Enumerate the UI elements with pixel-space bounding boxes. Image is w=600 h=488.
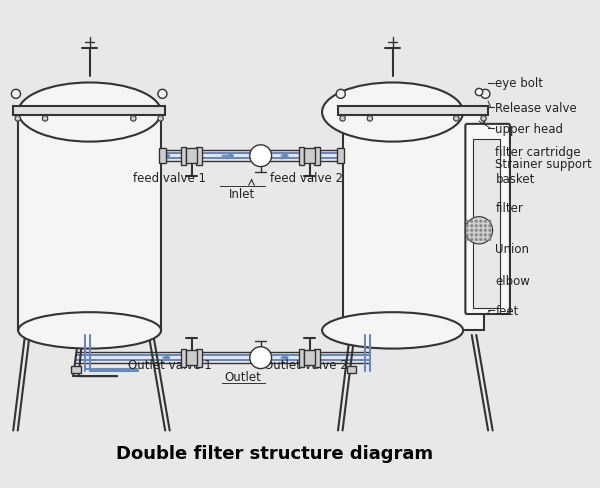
Circle shape — [470, 234, 473, 237]
Circle shape — [479, 239, 482, 241]
Text: Double filter structure diagram: Double filter structure diagram — [116, 444, 433, 462]
Circle shape — [15, 117, 20, 122]
Circle shape — [484, 225, 487, 228]
Circle shape — [479, 234, 482, 237]
Text: Outlet: Outlet — [224, 370, 261, 384]
Bar — [159, 149, 166, 163]
Circle shape — [367, 117, 373, 122]
Bar — [304, 351, 315, 365]
Bar — [314, 147, 320, 165]
Circle shape — [470, 221, 473, 223]
Circle shape — [11, 90, 20, 99]
Circle shape — [484, 221, 487, 223]
Bar — [304, 149, 315, 163]
Text: feed valve 2: feed valve 2 — [269, 172, 343, 185]
Circle shape — [488, 229, 491, 232]
Text: Release valve: Release valve — [496, 102, 577, 115]
Text: Outlet valve 1: Outlet valve 1 — [128, 359, 212, 371]
Circle shape — [158, 117, 163, 122]
Circle shape — [158, 90, 167, 99]
Ellipse shape — [322, 83, 463, 142]
Text: Union: Union — [496, 243, 529, 256]
Ellipse shape — [18, 83, 161, 142]
Circle shape — [475, 229, 478, 232]
Bar — [181, 147, 186, 165]
Bar — [314, 349, 320, 367]
Circle shape — [475, 234, 478, 237]
Text: filter cartridge: filter cartridge — [496, 145, 581, 158]
Text: filter: filter — [496, 202, 523, 215]
Bar — [181, 349, 186, 367]
Circle shape — [340, 117, 345, 122]
Circle shape — [475, 89, 482, 97]
Circle shape — [466, 239, 469, 241]
Circle shape — [43, 117, 48, 122]
Text: Strainer support
basket: Strainer support basket — [496, 158, 592, 186]
Circle shape — [466, 217, 493, 244]
Circle shape — [488, 239, 491, 241]
Bar — [473, 140, 500, 308]
Circle shape — [475, 239, 478, 241]
Circle shape — [488, 221, 491, 223]
Text: feed valve 1: feed valve 1 — [133, 172, 206, 185]
Circle shape — [466, 225, 469, 228]
Bar — [347, 366, 356, 373]
Bar — [196, 349, 202, 367]
Circle shape — [484, 229, 487, 232]
Bar — [196, 147, 202, 165]
Circle shape — [466, 221, 469, 223]
Ellipse shape — [322, 312, 463, 349]
Bar — [299, 349, 304, 367]
Circle shape — [488, 225, 491, 228]
Text: eye bolt: eye bolt — [496, 77, 544, 90]
Circle shape — [484, 239, 487, 241]
Circle shape — [479, 225, 482, 228]
Text: Outlet valve 2: Outlet valve 2 — [264, 359, 348, 371]
Bar — [299, 147, 304, 165]
Bar — [343, 113, 484, 331]
Circle shape — [479, 229, 482, 232]
Circle shape — [131, 117, 136, 122]
Circle shape — [336, 90, 345, 99]
Circle shape — [481, 90, 490, 99]
Circle shape — [484, 234, 487, 237]
Circle shape — [481, 117, 486, 122]
Bar — [337, 149, 344, 163]
Bar — [13, 106, 165, 116]
FancyBboxPatch shape — [466, 124, 510, 314]
Circle shape — [475, 225, 478, 228]
Circle shape — [470, 239, 473, 241]
Text: feet: feet — [496, 304, 519, 317]
Circle shape — [479, 221, 482, 223]
Circle shape — [250, 347, 272, 369]
Bar — [338, 106, 488, 116]
Text: Inlet: Inlet — [229, 187, 256, 200]
Bar — [18, 113, 161, 331]
Circle shape — [475, 221, 478, 223]
Circle shape — [470, 225, 473, 228]
Bar — [186, 351, 197, 365]
Text: elbow: elbow — [496, 274, 530, 287]
Circle shape — [470, 229, 473, 232]
Circle shape — [488, 234, 491, 237]
Bar — [186, 149, 197, 163]
Circle shape — [466, 229, 469, 232]
Ellipse shape — [18, 312, 161, 349]
Circle shape — [466, 234, 469, 237]
Circle shape — [454, 117, 459, 122]
Bar — [71, 366, 80, 373]
Circle shape — [250, 145, 272, 167]
Text: upper head: upper head — [496, 122, 563, 136]
